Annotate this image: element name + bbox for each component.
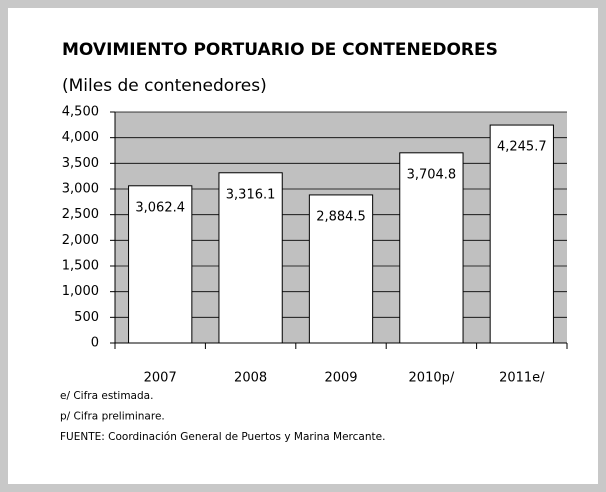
y-tick-label: 3,000 — [62, 182, 99, 197]
y-tick-label: 4,500 — [62, 105, 99, 120]
y-tick-label: 1,000 — [62, 284, 99, 299]
y-tick-label: 2,000 — [62, 233, 99, 248]
y-tick-label: 2,500 — [62, 207, 99, 222]
x-tick-label: 2010p/ — [409, 371, 455, 386]
value-label: 3,704.8 — [407, 167, 457, 182]
y-tick-label: 4,000 — [62, 130, 99, 145]
x-tick-label: 2008 — [234, 371, 267, 386]
bar — [308, 194, 374, 344]
y-tick-label: 1,500 — [62, 259, 99, 274]
bar — [218, 172, 283, 344]
value-label: 4,245.7 — [497, 140, 547, 155]
footnote: FUENTE: Coordinación General de Puertos … — [60, 431, 385, 443]
bar — [128, 185, 193, 344]
y-tick-label: 3,500 — [62, 156, 99, 171]
value-label: 3,316.1 — [226, 187, 276, 202]
y-tick-label: 500 — [74, 310, 99, 325]
x-tick-label: 2009 — [324, 371, 357, 386]
bar — [399, 152, 464, 344]
bar — [489, 124, 554, 344]
chart-subtitle: (Miles de contenedores) — [62, 76, 267, 96]
y-tick-label: 0 — [91, 336, 99, 351]
footnote: p/ Cifra preliminare. — [60, 411, 165, 423]
value-label: 3,062.4 — [135, 200, 185, 215]
x-tick-label: 2011e/ — [499, 371, 545, 386]
chart-title: MOVIMIENTO PORTUARIO DE CONTENEDORES — [62, 40, 498, 60]
x-tick-label: 2007 — [144, 371, 177, 386]
footnote: e/ Cifra estimada. — [60, 390, 153, 402]
value-label: 2,884.5 — [316, 209, 366, 224]
